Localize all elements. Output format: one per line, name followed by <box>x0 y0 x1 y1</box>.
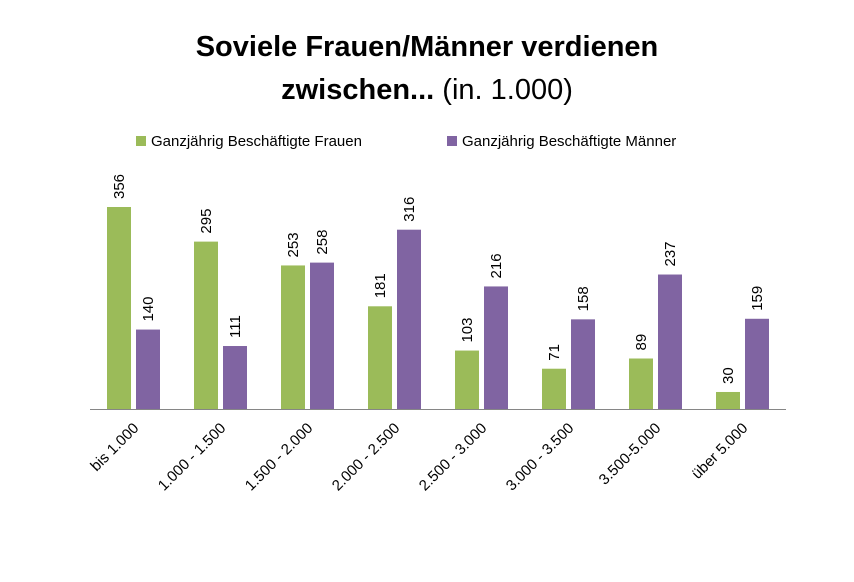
data-label: 30 <box>720 367 737 384</box>
data-label: 89 <box>633 334 650 351</box>
category-label: 3.000 - 3.500 <box>503 420 578 495</box>
bar-maenner <box>484 286 508 409</box>
data-label: 253 <box>285 232 302 257</box>
data-label: 111 <box>227 315 244 338</box>
chart-title-line2: zwischen... (in. 1.000) <box>281 74 573 106</box>
bars: 356 140 295 111 253 258 181 316 103 216 71 158 89 237… <box>107 174 769 409</box>
category-label: bis 1.000 <box>87 420 142 475</box>
bar-maenner <box>310 262 334 409</box>
data-label: 181 <box>372 273 389 298</box>
category-label: 2.000 - 2.500 <box>329 420 404 495</box>
category-label: 3.500-5.000 <box>596 420 665 489</box>
data-label: 237 <box>662 241 679 266</box>
bar-frauen <box>368 306 392 409</box>
bar-frauen <box>629 358 653 409</box>
data-label: 140 <box>140 297 157 322</box>
data-label: 295 <box>198 209 215 234</box>
bar-frauen <box>716 391 740 409</box>
category-label: über 5.000 <box>689 420 752 483</box>
bar-frauen <box>455 350 479 409</box>
bar-maenner <box>571 319 595 409</box>
legend-swatch-maenner <box>447 136 457 146</box>
bar-maenner <box>658 274 682 409</box>
bar-frauen <box>107 207 131 409</box>
legend: Ganzjährig Beschäftigte Frauen Ganzjähri… <box>136 133 676 150</box>
data-label: 216 <box>488 253 505 278</box>
data-label: 316 <box>401 197 418 222</box>
bar-frauen <box>194 241 218 409</box>
data-label: 258 <box>314 230 331 255</box>
category-label: 1.000 - 1.500 <box>155 420 230 495</box>
category-label: 1.500 - 2.000 <box>242 420 317 495</box>
chart-title-line1: Soviele Frauen/Männer verdienen <box>196 31 659 63</box>
bar-frauen <box>542 368 566 409</box>
bar-maenner <box>136 329 160 409</box>
chart-title-bold: zwischen... <box>281 74 434 106</box>
bar-maenner <box>745 318 769 409</box>
data-label: 103 <box>459 318 476 343</box>
legend-label-maenner: Ganzjährig Beschäftigte Männer <box>462 133 676 150</box>
data-label: 158 <box>575 286 592 311</box>
data-label: 356 <box>111 174 128 199</box>
legend-label-frauen: Ganzjährig Beschäftigte Frauen <box>151 133 362 150</box>
bar-maenner <box>223 346 247 409</box>
data-label: 159 <box>749 286 766 311</box>
category-labels: bis 1.000 1.000 - 1.500 1.500 - 2.000 2.000… <box>87 420 751 495</box>
category-label: 2.500 - 3.000 <box>416 420 491 495</box>
bar-maenner <box>397 229 421 409</box>
chart-title-unit: (in. 1.000) <box>434 74 573 106</box>
data-label: 71 <box>546 344 563 361</box>
legend-swatch-frauen <box>136 136 146 146</box>
bar-frauen <box>281 265 305 409</box>
